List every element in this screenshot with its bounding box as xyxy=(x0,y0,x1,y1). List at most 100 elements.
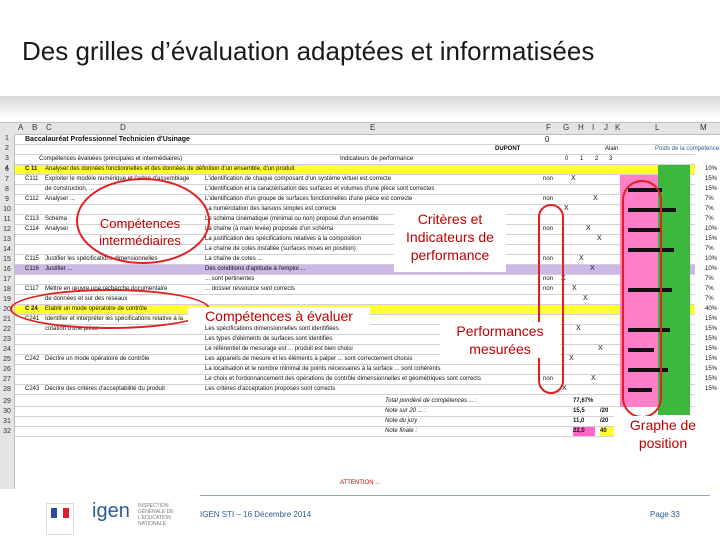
row-number[interactable]: 28 xyxy=(3,386,11,393)
col-header[interactable]: G xyxy=(563,123,570,132)
score-x-mark: X xyxy=(571,175,576,182)
annotation-performances: Performances mesurées xyxy=(440,322,560,358)
col-header[interactable]: M xyxy=(700,123,707,132)
competence-label xyxy=(45,375,205,384)
scale-2: 2 xyxy=(595,156,599,162)
competence-code: C111 xyxy=(25,176,39,182)
grid-row[interactable]: ... sont pertinentes non 7% xyxy=(15,275,714,285)
weight-percent: 15% xyxy=(705,386,718,392)
row-number[interactable]: 13 xyxy=(3,236,11,243)
indicator: Le référentiel de mesurage est ... produ… xyxy=(205,346,353,352)
summary-value: 11,0 xyxy=(573,418,585,424)
summary-row[interactable]: Note finale : 22,0 40 xyxy=(15,427,695,437)
grid-row[interactable]: C242 Décrire un mode opératoire de contrô… xyxy=(15,355,717,365)
grid-row[interactable]: C 11 Analyser des données fonctionnelles … xyxy=(15,165,717,175)
competence-label: Schéma xyxy=(45,216,68,222)
row-number[interactable]: 32 xyxy=(3,428,11,435)
row-number[interactable]: 29 xyxy=(3,398,11,405)
summary-row[interactable]: Note sur 20 ... : 15,5/20 xyxy=(15,407,695,417)
position-bar xyxy=(628,228,660,232)
grid-row[interactable]: C111 Exploiter le modèle numérique et l'a… xyxy=(15,175,717,185)
grid-row[interactable]: La localisation et le nombre minimal de … xyxy=(15,365,717,375)
indicator: Les appareils de mesure et les éléments … xyxy=(205,356,413,362)
col-header[interactable]: J xyxy=(604,123,608,132)
competence-label: Décrire des critères d'acceptabilité du … xyxy=(45,386,165,392)
row-number[interactable]: 15 xyxy=(3,256,11,263)
row-number[interactable]: 26 xyxy=(3,366,11,373)
row-number[interactable]: 21 xyxy=(3,316,11,323)
col-header[interactable]: H xyxy=(578,123,584,132)
indicator: Les spécifications dimensionnelles sont … xyxy=(205,326,339,332)
col-header[interactable]: A xyxy=(18,123,24,132)
summary-row[interactable]: Note du jury : 11,0/20 xyxy=(15,417,695,427)
row-number[interactable]: 17 xyxy=(3,276,11,283)
row-number[interactable]: 11 xyxy=(3,216,11,223)
weight-header: Poids de la compétence xyxy=(655,146,720,152)
row-number[interactable]: 24 xyxy=(3,346,11,353)
row-number[interactable]: 14 xyxy=(3,246,11,253)
grid-row[interactable]: La justification des spécifications rela… xyxy=(15,235,717,245)
weight-percent: 15% xyxy=(705,346,718,352)
weight-percent: 15% xyxy=(705,356,718,362)
cell-f1[interactable]: 0 xyxy=(545,135,550,144)
grid-row[interactable]: de construction, ... L'identification et … xyxy=(15,185,717,195)
grid-row[interactable]: C243 Décrire des critères d'acceptabilité… xyxy=(15,385,717,395)
competence-label: Analyser des données fonctionnelles et d… xyxy=(45,166,295,172)
indicator: Des conditions d'aptitude à l'emploi ... xyxy=(205,266,306,272)
col-header[interactable]: K xyxy=(615,123,621,132)
row-number[interactable]: 16 xyxy=(3,266,11,273)
col-header[interactable]: F xyxy=(546,123,551,132)
indicator: L'identification et la caractérisation d… xyxy=(205,186,435,192)
grid-row[interactable]: C116 Justifier ... Des conditions d'aptitu… xyxy=(15,265,717,275)
col-header[interactable]: L xyxy=(655,123,660,132)
scale-1: 1 xyxy=(580,156,584,162)
row-number[interactable]: 9 xyxy=(5,196,9,203)
indicator: ... sont pertinentes xyxy=(205,276,255,282)
summary-value: 15,5 xyxy=(573,408,585,414)
col-header[interactable]: E xyxy=(370,123,376,132)
grid-row[interactable]: Les types d'éléments de surfaces sont id… xyxy=(15,335,717,345)
grid-row[interactable]: cotation d'une pièce Les spécifications d… xyxy=(15,325,717,335)
indicator: Les critères d'acceptation proposés sont… xyxy=(205,386,336,392)
row-number[interactable]: 20 xyxy=(3,306,11,313)
row-number[interactable]: 7 xyxy=(5,176,9,183)
row-number[interactable]: 27 xyxy=(3,376,11,383)
summary-row[interactable]: Total pondéré de compétences ... : 77,67% xyxy=(15,397,695,407)
row-number[interactable]: 22 xyxy=(3,326,11,333)
grid-row[interactable]: C115 Justifier les spécifications dimensi… xyxy=(15,255,717,265)
row-number[interactable]: 19 xyxy=(3,296,11,303)
row-number[interactable]: 8 xyxy=(5,186,9,193)
row-number[interactable]: 10 xyxy=(3,206,11,213)
weight-percent: 40% xyxy=(705,306,718,312)
weight-percent: 15% xyxy=(705,236,718,242)
row-number[interactable]: 25 xyxy=(3,356,11,363)
sheet-column-titles-row: Compétences évaluées (principales et int… xyxy=(15,155,695,165)
row-number[interactable]: 31 xyxy=(3,418,11,425)
title-shadow xyxy=(0,96,720,118)
score-x-mark: X xyxy=(597,235,602,242)
weight-percent: 15% xyxy=(705,186,718,192)
competence-code: C112 xyxy=(25,196,39,202)
col-header[interactable]: I xyxy=(592,123,595,132)
annotation-ellipse-competences xyxy=(10,289,210,329)
weight-percent: 7% xyxy=(705,286,714,292)
row-number[interactable]: 18 xyxy=(3,286,11,293)
row-number[interactable]: 23 xyxy=(3,336,11,343)
annotation-competences-a-evaluer: Compétences à évaluer xyxy=(188,307,370,325)
grid-row[interactable]: La numérotation des liaisons simples est… xyxy=(15,205,714,215)
grid-row[interactable]: C113 Schéma Le schéma cinématique (minimal… xyxy=(15,215,714,225)
col-header[interactable]: D xyxy=(120,123,126,132)
competence-code: C116 xyxy=(25,266,39,272)
weight-percent: 7% xyxy=(705,246,714,252)
grid-row[interactable]: Le référentiel de mesurage est ... produ… xyxy=(15,345,717,355)
col-header[interactable]: C xyxy=(46,123,52,132)
row-number[interactable]: 12 xyxy=(3,226,11,233)
col-header[interactable]: B xyxy=(32,123,38,132)
grid-row[interactable]: La chaîne de cotes installée (surfaces m… xyxy=(15,245,714,255)
weight-percent: 10% xyxy=(705,226,718,232)
indicator: La chaîne de cotes installée (surfaces m… xyxy=(205,246,356,252)
summary-value: 22,0 xyxy=(573,427,595,436)
grid-row[interactable]: C112 Analyser ... L'identification d'un gr… xyxy=(15,195,714,205)
row-number[interactable]: 30 xyxy=(3,408,11,415)
row-number[interactable]: 6 xyxy=(5,166,9,173)
